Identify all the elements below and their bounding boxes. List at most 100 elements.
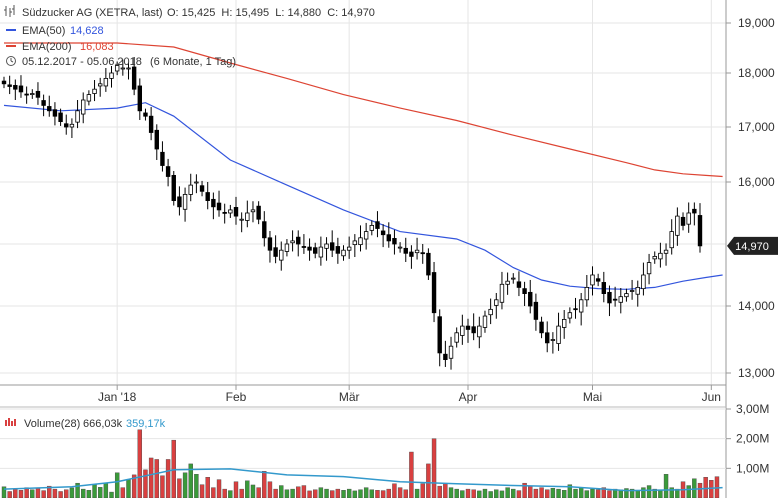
candle (477, 316, 482, 349)
volume-bar (414, 488, 420, 498)
candle (392, 229, 397, 255)
candle (97, 77, 103, 97)
candle-body (686, 212, 691, 225)
candle-body (375, 221, 380, 229)
candle-body (109, 72, 114, 79)
candle-body (635, 286, 640, 295)
candle (697, 203, 703, 253)
volume-bar (703, 477, 708, 498)
candle-body (573, 308, 578, 311)
candle-body (222, 211, 227, 214)
candle (194, 174, 199, 194)
candle (109, 66, 114, 88)
volume-bar (454, 488, 459, 498)
volume-bar (505, 487, 510, 498)
volume-bar (386, 488, 391, 498)
volume-bar (58, 491, 63, 498)
candle-body (81, 99, 86, 115)
candle (165, 158, 171, 187)
volume-bar (177, 478, 182, 498)
volume-bar (324, 488, 329, 498)
candle (329, 230, 335, 258)
candle-body (341, 249, 346, 257)
candle-body (697, 215, 703, 247)
candle (635, 280, 640, 307)
volume-bar (426, 463, 431, 498)
candle (148, 107, 154, 141)
candle-body (692, 208, 697, 214)
volume-bar (114, 472, 120, 498)
candle (284, 239, 290, 257)
candle-body (494, 299, 499, 306)
candle-body (556, 325, 561, 344)
candle-body (646, 262, 652, 275)
candle-body (114, 65, 120, 72)
candle (578, 292, 584, 326)
candle-body (352, 240, 358, 246)
volume-bar (296, 486, 301, 498)
candle (511, 273, 516, 284)
ema200-line-layer (4, 42, 723, 178)
volume-bar (165, 459, 171, 498)
candle (420, 244, 425, 264)
candle (454, 327, 459, 348)
candle (675, 207, 680, 246)
candle (533, 293, 539, 331)
candle-body (409, 251, 414, 257)
y-tick-label: 19,000 (738, 16, 775, 30)
candle (86, 90, 92, 106)
candle (482, 310, 488, 333)
volume-bar (471, 489, 476, 498)
volume-bar (250, 484, 256, 498)
volume-bar (154, 459, 159, 498)
ohlc-values: O: 15,425 H: 15,495 L: 14,880 C: 14,970 (167, 7, 375, 19)
candle-body (262, 221, 267, 239)
candle (363, 222, 369, 250)
candle (505, 272, 510, 295)
candle-body (211, 198, 216, 208)
candle-body (601, 282, 607, 295)
candle-body (24, 93, 29, 96)
volume-bar (30, 489, 35, 498)
volume-bar (41, 490, 46, 498)
candle (522, 281, 527, 306)
candle (443, 340, 448, 367)
candle-body (448, 345, 454, 359)
candle (663, 243, 669, 266)
candle-body (120, 67, 126, 70)
candle-body (307, 246, 312, 251)
candle-body (182, 193, 188, 210)
candle (358, 225, 363, 252)
candle (18, 75, 24, 98)
candle-body (346, 246, 352, 251)
candle (211, 192, 216, 220)
x-tick-label: Mär (339, 390, 360, 404)
volume-bar (352, 490, 358, 498)
candle-body (64, 123, 69, 128)
candle (290, 230, 295, 252)
candle-body (392, 238, 397, 245)
candle (313, 242, 318, 259)
candle (273, 235, 278, 264)
candle-body (267, 237, 273, 251)
candle-body (522, 288, 527, 295)
candle (188, 173, 193, 202)
candle-body (324, 243, 329, 249)
candle-body (545, 332, 550, 344)
last-price-value: 14,970 (735, 241, 769, 253)
volume-bar (358, 489, 363, 498)
candle-body (177, 196, 182, 208)
candle-body (335, 246, 341, 254)
candle (307, 238, 312, 261)
candle (137, 78, 143, 120)
candle (658, 242, 663, 268)
volume-bar (222, 488, 227, 498)
candle (612, 286, 618, 307)
candle-body (290, 240, 295, 244)
volume-bar (392, 483, 397, 498)
candle (409, 245, 414, 269)
candle-body (250, 209, 256, 213)
volume-bar (13, 488, 18, 498)
volume-bar (318, 487, 324, 498)
volume-bar (335, 488, 341, 498)
